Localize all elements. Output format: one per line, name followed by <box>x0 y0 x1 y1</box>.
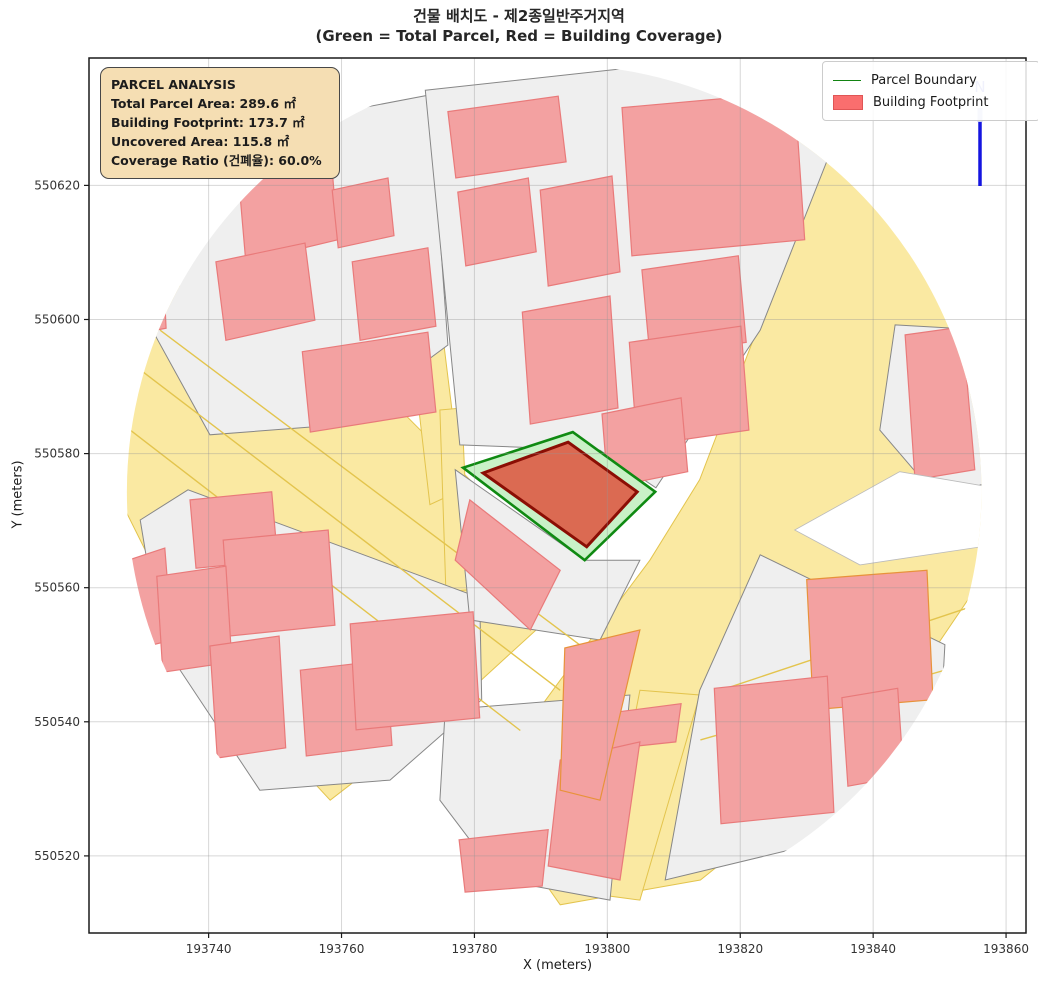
building-17 <box>222 529 336 637</box>
gridlines <box>89 58 1026 933</box>
parcel-analysis-line: Uncovered Area: 115.8 ㎡ <box>111 134 290 149</box>
building-3 <box>351 247 437 342</box>
building-9 <box>539 175 621 287</box>
road-line-0 <box>139 369 561 691</box>
y-axis-label: Y (meters) <box>10 460 26 529</box>
tick-labels: 193740 193760 193780 193800 193820 193840 1938… <box>34 178 1029 956</box>
chart-title-line1: 건물 배치도 - 제2종일반주거지역 <box>413 7 625 25</box>
building-21 <box>349 611 481 731</box>
building-2 <box>331 177 395 249</box>
x-tick-label: 193740 <box>186 942 232 956</box>
building-8 <box>457 177 537 267</box>
building-4 <box>301 331 437 433</box>
parcel-analysis-line: Building Footprint: 173.7 ㎡ <box>111 115 305 130</box>
x-tick-label: 193820 <box>717 942 763 956</box>
unmapped-notch <box>793 471 982 566</box>
parcel-analysis-title: PARCEL ANALYSIS <box>111 77 236 92</box>
basemap <box>126 64 982 906</box>
building-1 <box>215 242 316 342</box>
y-tick-label: 550580 <box>34 447 80 461</box>
y-tick-label: 550620 <box>34 178 80 192</box>
y-tick-label: 550560 <box>34 581 80 595</box>
building-24 <box>458 829 549 893</box>
legend-item: Parcel Boundary <box>833 69 1029 91</box>
parcel-analysis-lines: Total Parcel Area: 289.6 ㎡ Building Footp… <box>111 94 329 170</box>
parcel-analysis-line: Total Parcel Area: 289.6 ㎡ <box>111 96 296 111</box>
legend-item-label: Building Footprint <box>873 94 989 110</box>
target-building-footprint <box>479 440 640 549</box>
y-tick-label: 550520 <box>34 849 80 863</box>
legend-item: Building Footprint <box>833 91 1029 113</box>
parcel-analysis-box: PARCEL ANALYSIS Total Parcel Area: 289.6… <box>100 67 340 179</box>
y-tick-label: 550600 <box>34 312 80 326</box>
legend: Parcel Boundary Building Footprint <box>822 61 1038 121</box>
x-tick-label: 193780 <box>452 942 498 956</box>
legend-item-label: Parcel Boundary <box>871 72 977 88</box>
building-26 <box>713 675 835 825</box>
legend-patch-swatch <box>833 94 863 110</box>
building-28 <box>559 629 641 801</box>
building-15 <box>904 326 976 481</box>
building-19 <box>209 635 287 759</box>
x-tick-label: 193860 <box>983 942 1029 956</box>
chart-title-line2: (Green = Total Parcel, Red = Building Co… <box>315 27 723 46</box>
building-5 <box>127 246 167 336</box>
parcel-analysis-line: Coverage Ratio (건폐율): 60.0% <box>111 153 322 168</box>
x-axis-label: X (meters) <box>522 958 593 973</box>
x-tick-label: 193760 <box>319 942 365 956</box>
axes-spines <box>88 57 1027 934</box>
legend-line-swatch <box>833 79 861 81</box>
x-tick-label: 193840 <box>850 942 896 956</box>
building-11 <box>621 91 806 257</box>
building-7 <box>447 95 567 179</box>
building-29 <box>454 498 561 631</box>
chart-title: 건물 배치도 - 제2종일반주거지역 (Green = Total Parcel… <box>0 6 1038 47</box>
y-tick-label: 550540 <box>34 715 80 729</box>
x-tick-label: 193800 <box>584 942 630 956</box>
building-10 <box>521 295 619 425</box>
